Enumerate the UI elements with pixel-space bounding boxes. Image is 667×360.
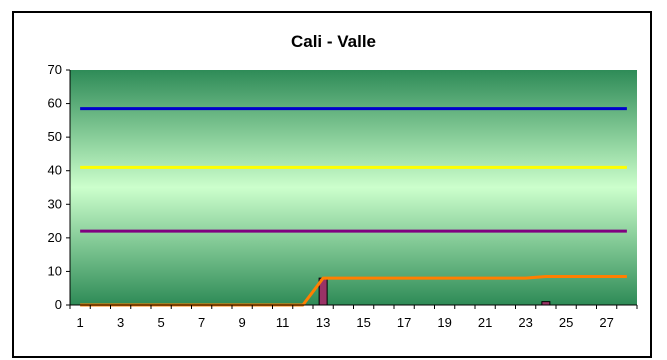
x-tick-label-4: 9 [239,315,246,330]
x-tick-label-6: 13 [316,315,330,330]
y-tick-label-5: 50 [48,129,62,144]
y-tick-label-6: 60 [48,96,62,111]
y-tick-label-7: 70 [48,62,62,77]
y-tick-label-3: 30 [48,196,62,211]
x-tick-label-1: 3 [117,315,124,330]
y-tick-label-1: 10 [48,263,62,278]
x-tick-label-12: 25 [559,315,573,330]
x-tick-label-13: 27 [599,315,613,330]
y-tick-label-0: 0 [55,297,62,312]
x-tick-label-2: 5 [158,315,165,330]
x-tick-label-10: 21 [478,315,492,330]
x-tick-label-11: 23 [518,315,532,330]
x-tick-label-7: 15 [356,315,370,330]
x-tick-label-3: 7 [198,315,205,330]
bar-4-1 [541,301,551,306]
x-tick-label-5: 11 [276,315,290,330]
y-tick-label-2: 20 [48,230,62,245]
plot-area [70,70,637,305]
y-tick-label-4: 40 [48,163,62,178]
x-tick-label-8: 17 [397,315,411,330]
x-tick-label-9: 19 [437,315,451,330]
x-tick-label-0: 1 [77,315,84,330]
chart-title: Cali - Valle [290,32,377,51]
